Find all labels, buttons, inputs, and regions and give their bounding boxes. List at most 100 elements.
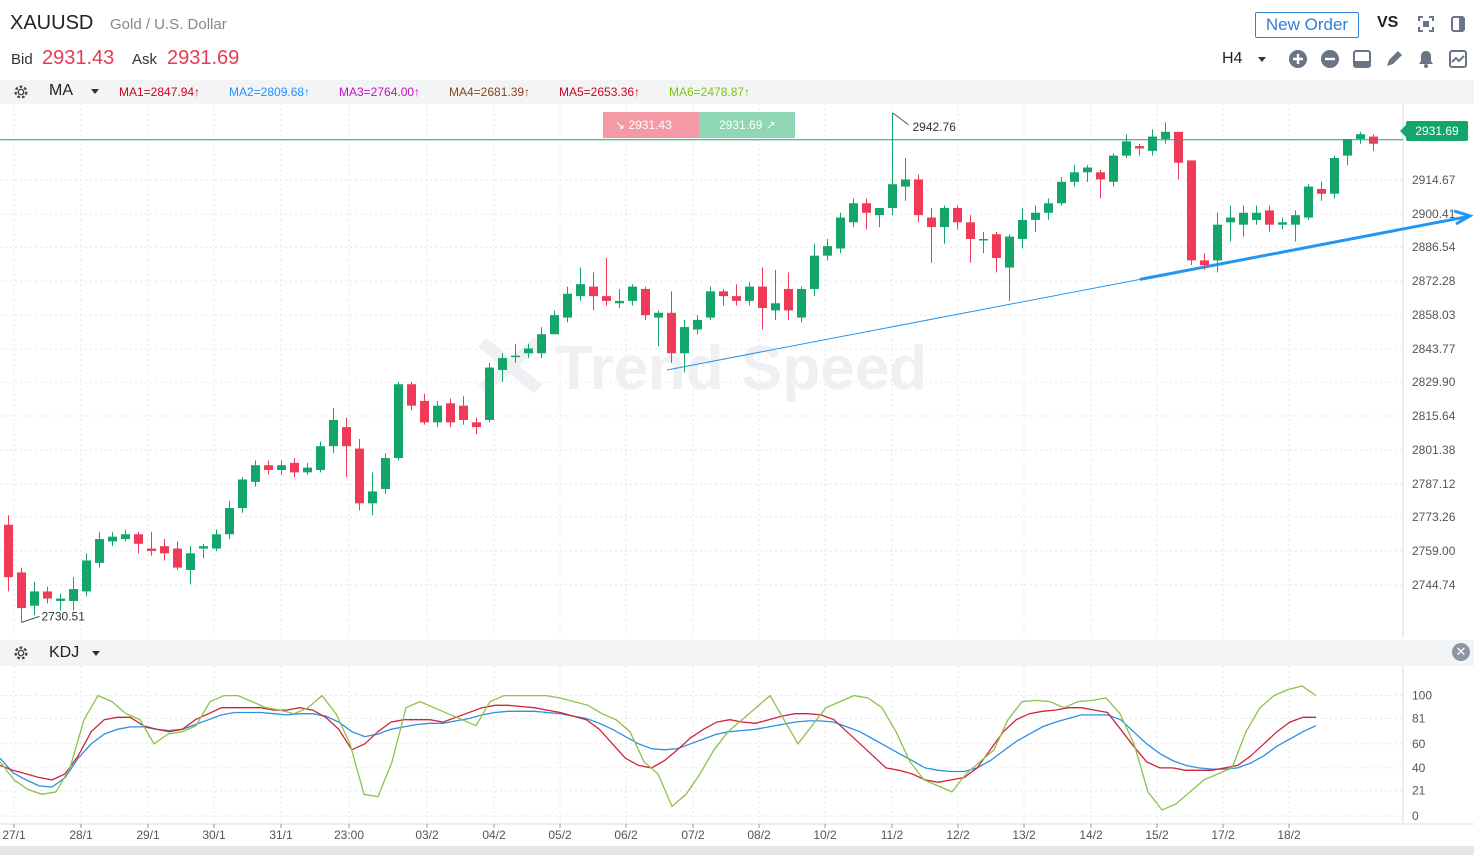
candle-body [927, 217, 936, 228]
close-icon[interactable]: ✕ [1452, 643, 1470, 661]
date-label: 11/2 [881, 828, 904, 842]
price-axis-label: 2843.77 [1412, 342, 1456, 356]
trendline-thick [1139, 215, 1467, 281]
price-axis-label: 2815.64 [1412, 409, 1456, 423]
candle-body [238, 479, 247, 509]
candle-body [381, 458, 390, 490]
high-annotation: 2942.76 [913, 120, 957, 134]
candle-body [810, 255, 819, 289]
date-label: 12/2 [946, 828, 970, 842]
kdj-k-line [0, 685, 1317, 811]
candle-body [82, 560, 91, 592]
compare-button[interactable]: VS [1377, 14, 1399, 31]
candle-body [459, 405, 468, 420]
date-label: 15/2 [1145, 828, 1169, 842]
candle-body [225, 508, 234, 535]
footer-bar [0, 846, 1474, 855]
date-label: 03/2 [415, 828, 439, 842]
kdj-chart[interactable]: 100 81 60 40 21 0 27/1 28/1 29/1 30/1 31/1 23:00 03/… [0, 666, 1474, 846]
candle-body [17, 572, 26, 609]
candle-body [706, 291, 715, 318]
candle-body [784, 288, 793, 311]
candle-body [420, 400, 429, 423]
candle-body [1122, 141, 1131, 156]
candle-body [121, 534, 130, 540]
candle-body [1148, 136, 1157, 151]
panel-icon[interactable] [1447, 13, 1469, 35]
settings-gear-icon[interactable] [12, 644, 30, 662]
candle-body [1278, 222, 1287, 225]
candle-body [1005, 236, 1014, 268]
candle-body [1161, 131, 1170, 139]
candle-body [30, 591, 39, 606]
kdj-axis-label: 40 [1412, 761, 1426, 775]
candle-body [1291, 215, 1300, 225]
candle-body [563, 293, 572, 318]
pencil-icon[interactable] [1383, 48, 1405, 70]
top-bar: XAUUSD Gold / U.S. Dollar Bid 2931.43 As… [0, 0, 1474, 80]
candle-body [355, 448, 364, 504]
price-chart[interactable]: 2914.67 2900.41 2886.54 2872.28 2858.03 2843.… [0, 104, 1474, 640]
candle-body [1044, 203, 1053, 213]
candle-body [173, 548, 182, 568]
candle-body [394, 384, 403, 459]
candle-body [186, 553, 195, 570]
candle-body [888, 184, 897, 209]
ask-price: 2931.69 [167, 47, 240, 69]
candle-body [108, 536, 117, 542]
candle-body [147, 548, 156, 551]
kdj-axis-label: 81 [1412, 712, 1426, 726]
candle-body [992, 234, 1001, 259]
price-axis-label: 2773.26 [1412, 510, 1456, 524]
low-annotation: 2730.51 [42, 609, 86, 623]
candle-body [1135, 146, 1144, 149]
zoom-out-icon[interactable] [1319, 48, 1341, 70]
sell-price-box[interactable]: ↘ 2931.43 [603, 112, 699, 138]
kdj-indicator-name[interactable]: KDJ [49, 644, 80, 661]
zoom-in-icon[interactable] [1287, 48, 1309, 70]
candle-body [537, 334, 546, 354]
candle-body [316, 446, 325, 470]
candle-body [43, 591, 52, 599]
chevron-down-icon[interactable] [92, 651, 100, 656]
fullscreen-icon[interactable] [1415, 13, 1437, 35]
candle-body [732, 296, 741, 301]
chevron-down-icon[interactable] [91, 89, 99, 94]
candle-body [1174, 131, 1183, 163]
candle-body [1200, 260, 1209, 266]
price-axis-label: 2872.28 [1412, 274, 1456, 288]
candle-body [823, 246, 832, 256]
ma5-value: MA5=2653.36↑ [559, 85, 641, 99]
candle-body [1096, 172, 1105, 180]
ma-indicator-name[interactable]: MA [49, 82, 73, 99]
kdj-j-line [0, 710, 1317, 788]
candle-body [758, 286, 767, 309]
candle-body [1226, 217, 1235, 223]
candle-body [368, 491, 377, 504]
bid-label: Bid [11, 51, 33, 68]
candle-body [199, 546, 208, 549]
candle-body [1018, 219, 1027, 239]
date-label: 10/2 [813, 828, 837, 842]
ma-indicator-bar: MA MA1=2847.94↑ MA2=2809.68↑ MA3=2764.00… [0, 80, 1474, 104]
layout-icon[interactable] [1351, 48, 1373, 70]
settings-gear-icon[interactable] [12, 83, 30, 101]
candle-body [134, 534, 143, 544]
candle-body [472, 422, 481, 428]
indicator-icon[interactable] [1447, 48, 1469, 70]
candle-body [1265, 210, 1274, 225]
kdj-axis-label: 100 [1412, 689, 1432, 703]
candle-body [966, 222, 975, 239]
timeframe-select[interactable]: H4 [1222, 50, 1243, 67]
kdj-d-line [0, 704, 1316, 783]
new-order-button[interactable]: New Order [1255, 12, 1359, 38]
chevron-down-icon[interactable] [1258, 57, 1266, 62]
bell-icon[interactable] [1415, 48, 1437, 70]
price-axis-label: 2900.41 [1412, 207, 1456, 221]
date-label: 04/2 [482, 828, 506, 842]
ma4-value: MA4=2681.39↑ [449, 85, 531, 99]
kdj-axis-label: 0 [1412, 809, 1419, 823]
buy-price-box[interactable]: 2931.69 ↗ [699, 112, 795, 138]
candle-body [407, 384, 416, 406]
candle-body [654, 312, 663, 318]
